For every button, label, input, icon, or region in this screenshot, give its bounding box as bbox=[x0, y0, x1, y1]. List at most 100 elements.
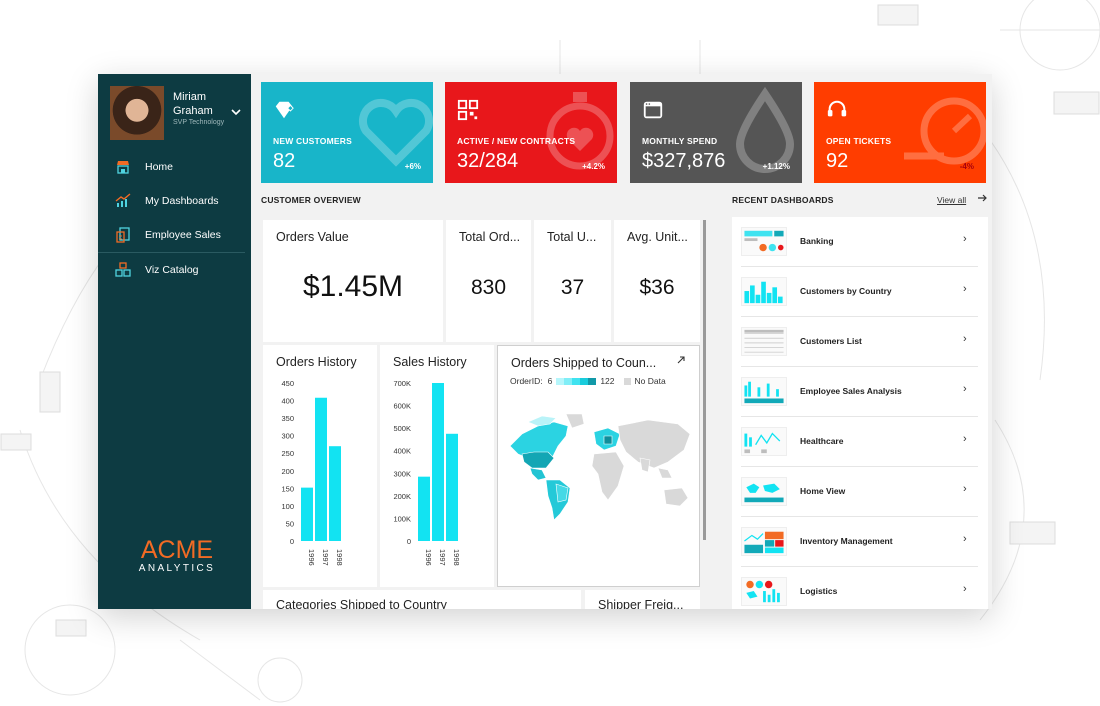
map-region-se-asia bbox=[657, 467, 673, 479]
legend-min: 6 bbox=[547, 376, 553, 386]
bar-1997[interactable] bbox=[315, 397, 327, 541]
dashboard-thumbnail bbox=[741, 427, 787, 456]
dashboard-item-logistics[interactable]: Logistics › bbox=[732, 567, 988, 609]
dashboard-thumbnail bbox=[741, 477, 787, 506]
overview-scrollbar[interactable] bbox=[703, 220, 706, 540]
sidebar-item-viz-catalog[interactable]: Viz Catalog bbox=[98, 253, 251, 287]
y-tick-label: 300 bbox=[281, 432, 294, 441]
sidebar-item-label: Home bbox=[145, 161, 174, 173]
kpi-monthly-spend[interactable]: MONTHLY SPEND $327,876 +1.12% bbox=[630, 82, 802, 183]
sidebar-item-my-dashboards[interactable]: My Dashboards bbox=[98, 184, 251, 218]
user-profile[interactable]: Miriam Graham SVP Technology bbox=[110, 86, 245, 142]
no-data-swatch bbox=[623, 377, 631, 385]
logo-text-bottom: ANALYTICS bbox=[138, 563, 216, 574]
metric-total-units[interactable]: Total U... 37 bbox=[534, 220, 611, 342]
divider bbox=[741, 316, 978, 317]
divider bbox=[741, 416, 978, 417]
dashboard-item-customers-by-country[interactable]: Customers by Country › bbox=[732, 267, 988, 317]
bar-1998[interactable] bbox=[329, 446, 341, 541]
orders-shipped-map-card[interactable]: Orders Shipped to Coun... OrderID: 6 122… bbox=[497, 345, 700, 587]
sidebar-item-home[interactable]: Home bbox=[98, 150, 251, 184]
sidebar: Miriam Graham SVP Technology Home My Das… bbox=[98, 74, 251, 609]
dashboard-item-healthcare[interactable]: Healthcare › bbox=[732, 417, 988, 467]
chevron-right-icon: › bbox=[963, 333, 967, 345]
chevron-down-icon[interactable] bbox=[230, 106, 242, 118]
sidebar-item-employee-sales[interactable]: Employee Sales bbox=[98, 218, 251, 252]
chevron-right-icon: › bbox=[963, 483, 967, 495]
view-all-link[interactable]: View all bbox=[937, 195, 967, 205]
logo-text-top: ACME bbox=[140, 536, 214, 564]
sidebar-item-label: Employee Sales bbox=[145, 229, 221, 241]
metric-value: $1.45M bbox=[302, 270, 404, 303]
kpi-new-customers[interactable]: NEW CUSTOMERS 82 +6% bbox=[261, 82, 433, 183]
sidebar-nav: Home My Dashboards Employee Sales Viz Ca bbox=[98, 150, 251, 287]
sales-history-card[interactable]: Sales History 700K 600K 500K 400K 300K 200K 10… bbox=[380, 345, 494, 587]
expand-icon[interactable] bbox=[676, 355, 686, 365]
shipper-card[interactable]: Shipper Freig... bbox=[585, 590, 700, 609]
kpi-open-tickets[interactable]: OPEN TICKETS 92 -4% bbox=[814, 82, 986, 183]
dashboard-item-inventory-management[interactable]: Inventory Management › bbox=[732, 517, 988, 567]
y-tick-label: 50 bbox=[286, 519, 294, 528]
y-tick-label: 700K bbox=[393, 379, 411, 388]
kpi-active-contracts[interactable]: ACTIVE / NEW CONTRACTS 32/284 +4.2% bbox=[445, 82, 617, 183]
kpi-delta: +6% bbox=[404, 162, 421, 171]
x-tick-label: 1996 bbox=[307, 549, 316, 566]
dashboard-label: Healthcare bbox=[800, 436, 844, 446]
dashboard-label: Inventory Management bbox=[800, 536, 893, 546]
card-title: Avg. Unit... bbox=[627, 230, 688, 244]
dashboard-thumbnail bbox=[741, 377, 787, 406]
bar-1996[interactable] bbox=[301, 487, 313, 541]
acme-logo: ACME ANALYTICS bbox=[132, 537, 222, 575]
legend-field: OrderID: bbox=[510, 376, 543, 386]
kpi-delta: +4.2% bbox=[582, 162, 605, 171]
metric-orders-value[interactable]: Orders Value $1.45M bbox=[263, 220, 443, 342]
card-title: Orders Shipped to Coun... bbox=[511, 356, 657, 370]
dashboard-label: Employee Sales Analysis bbox=[800, 386, 902, 396]
diamond-icon bbox=[275, 101, 294, 119]
metric-total-orders[interactable]: Total Ord... 830 bbox=[446, 220, 531, 342]
dashboard-thumbnail bbox=[741, 327, 787, 356]
y-tick-label: 100 bbox=[281, 502, 294, 511]
bar-1997[interactable] bbox=[432, 383, 444, 541]
chevron-right-icon: › bbox=[963, 583, 967, 595]
y-tick-label: 400 bbox=[281, 397, 294, 406]
bar-1998[interactable] bbox=[446, 433, 458, 541]
avatar bbox=[110, 86, 164, 140]
dashboard-label: Home View bbox=[800, 486, 846, 496]
card-title: Total U... bbox=[547, 230, 597, 244]
dashboard-label: Customers by Country bbox=[800, 286, 892, 296]
drop-icon bbox=[735, 86, 795, 173]
chart-trend-icon bbox=[115, 193, 131, 209]
headset-icon bbox=[827, 100, 847, 117]
map-region-usa bbox=[521, 451, 555, 469]
kpi-value: $327,876 bbox=[642, 150, 726, 172]
metric-avg-unit[interactable]: Avg. Unit... $36 bbox=[614, 220, 700, 342]
divider bbox=[741, 266, 978, 267]
kpi-delta: +1.12% bbox=[762, 162, 790, 171]
x-tick-label: 1997 bbox=[321, 549, 330, 566]
store-icon bbox=[115, 159, 131, 175]
y-tick-label: 0 bbox=[407, 537, 411, 546]
dashboard-label: Customers List bbox=[800, 336, 862, 346]
sidebar-item-label: My Dashboards bbox=[145, 195, 219, 207]
dashboard-item-employee-sales-analysis[interactable]: Employee Sales Analysis › bbox=[732, 367, 988, 417]
dashboard-thumbnail bbox=[741, 277, 787, 306]
dashboard-item-home-view[interactable]: Home View › bbox=[732, 467, 988, 517]
dashboard-label: Banking bbox=[800, 236, 834, 246]
arrow-right-icon[interactable] bbox=[977, 193, 987, 203]
card-title: Orders Value bbox=[276, 230, 349, 244]
dashboard-item-customers-list[interactable]: Customers List › bbox=[732, 317, 988, 367]
orders-history-chart: 450 400 350 300 250 200 150 100 50 0 1996 1997 1998 bbox=[281, 379, 344, 566]
map-region-australia bbox=[663, 487, 689, 507]
bar-1996[interactable] bbox=[418, 476, 430, 541]
y-tick-label: 350 bbox=[281, 414, 294, 423]
dashboard-item-banking[interactable]: Banking › bbox=[732, 217, 988, 267]
orders-history-card[interactable]: Orders History 450 400 350 300 250 200 150 100 5… bbox=[263, 345, 377, 587]
metric-value: 830 bbox=[470, 276, 507, 299]
y-tick-label: 0 bbox=[290, 537, 294, 546]
categories-card[interactable]: Categories Shipped to Country bbox=[263, 590, 581, 609]
map-legend: OrderID: 6 122 No Data bbox=[510, 376, 666, 386]
dashboard-thumbnail bbox=[741, 577, 787, 606]
legend-nodata: No Data bbox=[634, 376, 666, 386]
card-title: Shipper Freig... bbox=[598, 598, 684, 609]
